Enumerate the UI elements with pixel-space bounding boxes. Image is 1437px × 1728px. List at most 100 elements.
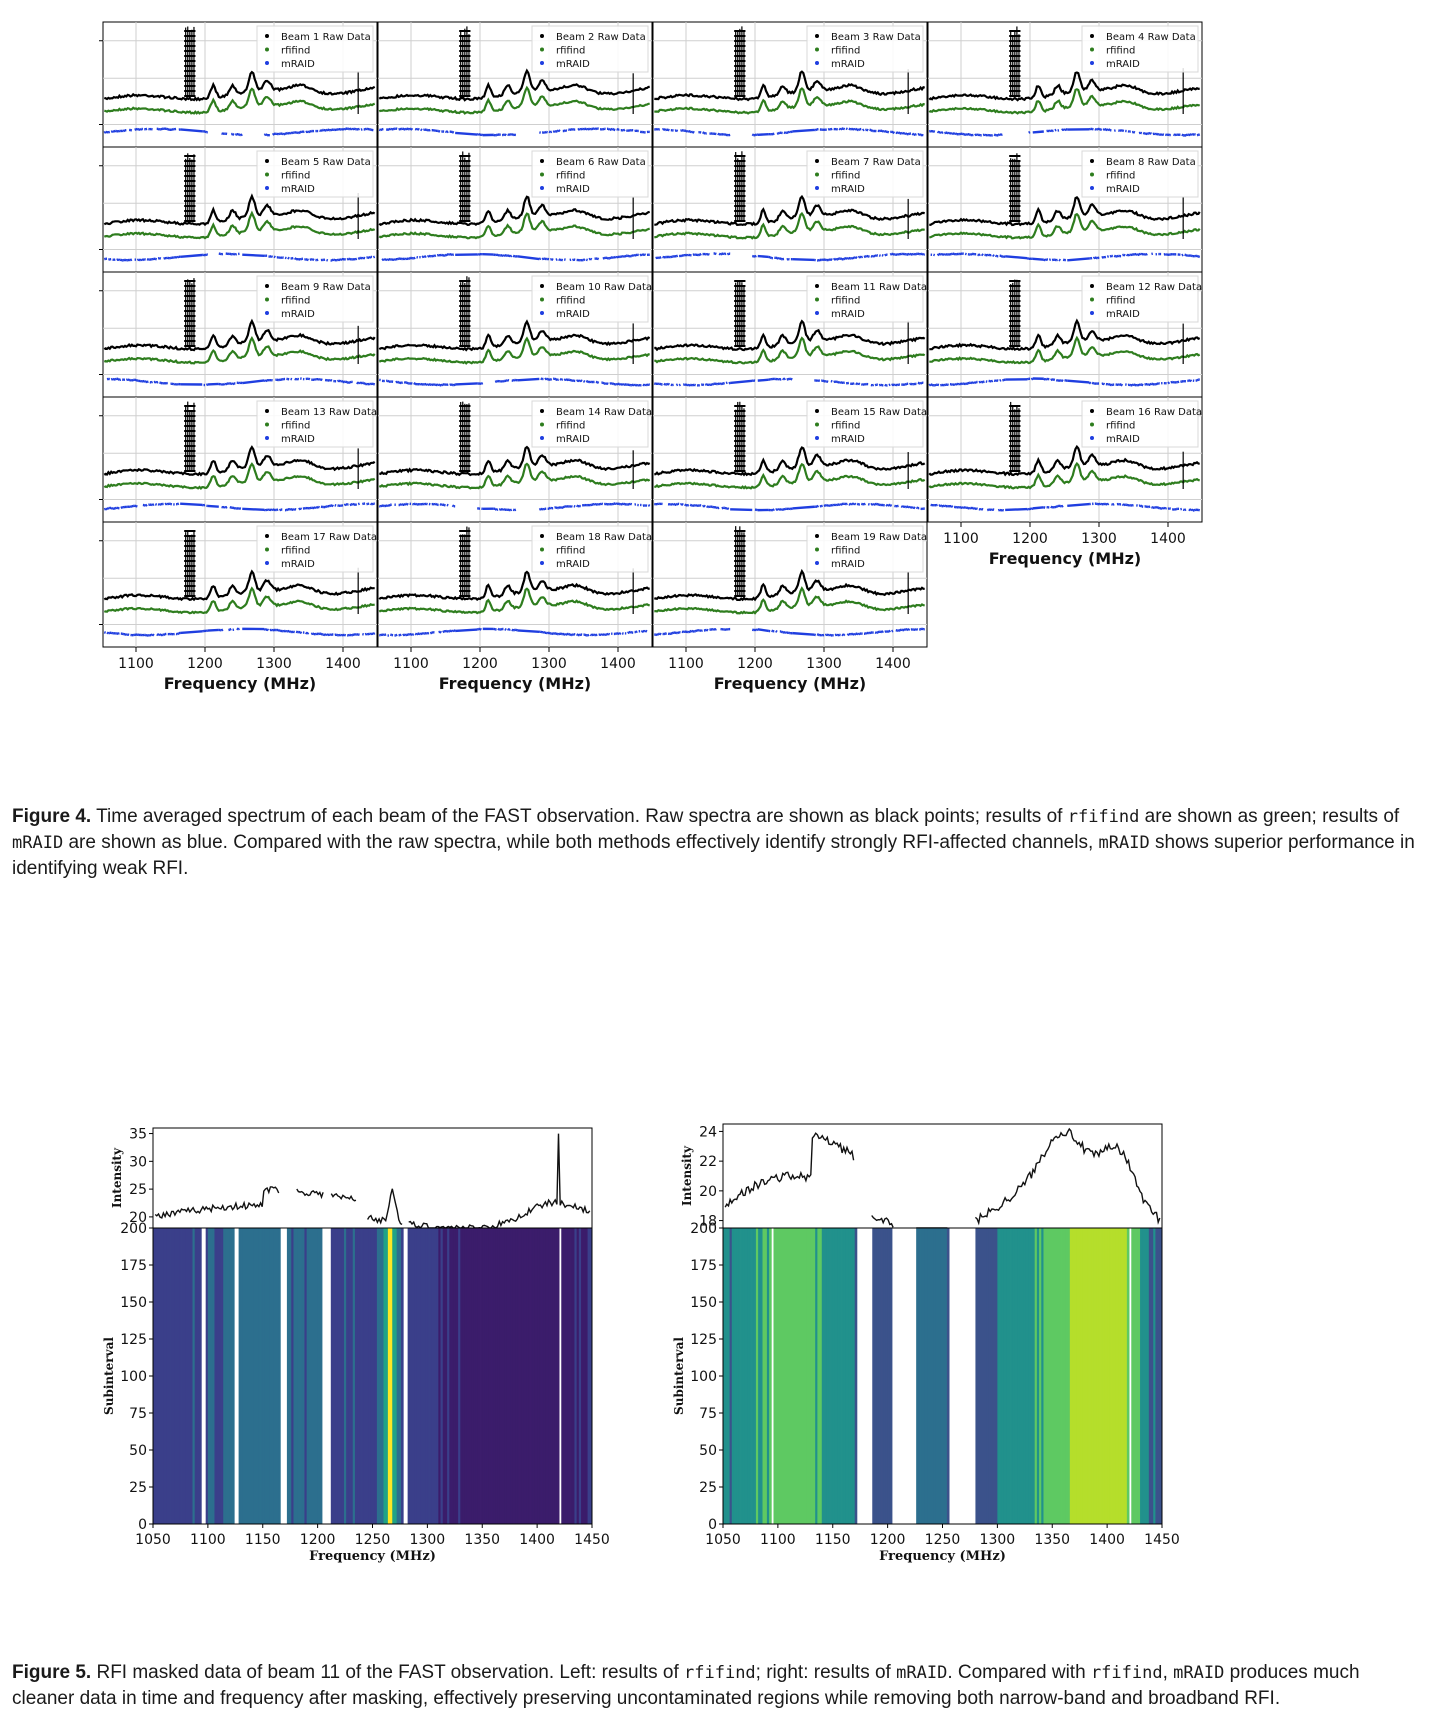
rfi-spike-point — [463, 435, 467, 437]
rfi-spike-point — [738, 555, 742, 557]
rfi-spike-point — [186, 35, 190, 37]
rfi-spike-point — [738, 35, 742, 37]
heatmap-column — [1061, 1228, 1064, 1524]
rfi-spike-point — [1017, 80, 1021, 82]
rfi-spike-point — [188, 55, 192, 57]
mraid-series — [580, 127, 583, 131]
rfi-spike-point — [184, 340, 188, 342]
mraid-series — [349, 633, 352, 637]
heatmap-column — [390, 1228, 393, 1524]
rfi-spike-point — [465, 305, 469, 307]
mraid-series — [455, 131, 478, 136]
heatmap-column — [791, 1228, 794, 1524]
rfi-spike-point — [467, 165, 471, 167]
rfi-spike-point — [1017, 220, 1021, 222]
heatmap-column — [532, 1228, 536, 1524]
rfi-spike-point — [736, 30, 740, 32]
heatmap-column — [232, 1228, 235, 1524]
mraid-series — [316, 505, 319, 509]
mraid-series — [671, 502, 675, 506]
rfi-spike-point — [459, 290, 463, 292]
rfi-spike-point — [184, 185, 188, 187]
mraid-series — [960, 382, 963, 386]
mraid-series — [1196, 378, 1200, 382]
rfi-spike-point — [1015, 70, 1019, 72]
rfi-spike-point — [192, 440, 196, 442]
rfi-spike-point — [738, 540, 742, 542]
mraid-series — [331, 258, 335, 262]
rfi-spike-point — [461, 175, 465, 177]
mraid-series — [978, 253, 981, 257]
rfi-spike-point — [742, 60, 746, 62]
heatmap-column — [815, 1228, 818, 1524]
mraid-series — [1139, 504, 1143, 508]
rfi-spike-point — [1011, 345, 1015, 347]
mraid-series — [151, 503, 155, 507]
rfi-spike-point — [459, 280, 463, 282]
legend-marker — [1090, 284, 1094, 288]
mraid-series — [661, 127, 665, 131]
rfi-spike-point — [192, 315, 196, 317]
rfi-spike-point — [1011, 75, 1015, 77]
mraid-series — [410, 127, 414, 131]
rfi-spike-point — [465, 580, 469, 582]
mraid-series — [131, 378, 134, 382]
rfi-spike-point — [734, 565, 738, 567]
heatmap-column — [425, 1228, 428, 1524]
rfi-spike-point — [463, 300, 467, 302]
rfi-spike-point — [192, 330, 196, 332]
rfi-spike-point — [192, 550, 196, 552]
legend-label: Beam 17 Raw Data — [281, 532, 377, 543]
rfi-spike-point — [1017, 285, 1021, 287]
rfi-spike-point — [1015, 160, 1019, 162]
mraid-series — [1054, 258, 1057, 262]
rfi-spike-point — [465, 340, 469, 342]
legend-box — [1081, 400, 1199, 448]
y-tick-label: 18 — [699, 1214, 717, 1230]
rfi-spike-point — [463, 160, 467, 162]
mraid-series — [512, 378, 516, 382]
rfi-spike-point — [461, 295, 465, 297]
mraid-series — [1159, 133, 1162, 137]
heatmap-column — [1072, 1228, 1075, 1524]
mraid-series — [157, 633, 161, 637]
rfi-spike-point — [188, 560, 192, 562]
rfi-spike-point — [740, 60, 744, 62]
mraid-series — [124, 633, 127, 636]
heatmap-column — [1030, 1228, 1033, 1524]
heatmap-column — [1008, 1228, 1011, 1524]
rfi-spike-point — [461, 310, 465, 312]
mraid-series — [112, 377, 115, 381]
rfi-spike-point — [740, 300, 744, 302]
rfi-spike-point — [1015, 200, 1019, 202]
rfi-spike-point — [1015, 295, 1019, 297]
mraid-series — [626, 254, 630, 258]
rfi-spike-point — [1017, 410, 1021, 412]
heatmap-column — [986, 1228, 989, 1524]
mraid-series — [265, 379, 268, 383]
rfi-spike-point — [467, 470, 471, 472]
rfifind-series — [103, 210, 376, 240]
mraid-series — [285, 131, 289, 135]
heatmap-column — [1102, 1228, 1106, 1524]
rfi-spike-point — [738, 530, 742, 532]
rfi-spike-point — [184, 595, 188, 597]
rfi-spike-point — [1015, 35, 1019, 37]
rfi-spike-point — [742, 555, 746, 557]
rfi-spike-point — [459, 30, 463, 32]
rfi-spike-point — [463, 415, 467, 417]
legend-label: mRAID — [281, 59, 315, 70]
heatmap-column — [409, 1228, 413, 1524]
mraid-series — [1145, 252, 1148, 256]
rfi-spike-point — [463, 420, 467, 422]
mraid-series — [609, 256, 612, 260]
mraid-series — [1026, 257, 1030, 260]
heatmap-column — [376, 1228, 380, 1524]
heatmap-column — [874, 1228, 878, 1524]
rfi-spike-point — [459, 440, 463, 442]
raw-data-series — [378, 319, 651, 352]
rfi-spike-point — [736, 80, 740, 82]
mraid-series — [552, 130, 556, 134]
mraid-series — [826, 504, 829, 507]
rfi-spike-point — [188, 90, 192, 92]
